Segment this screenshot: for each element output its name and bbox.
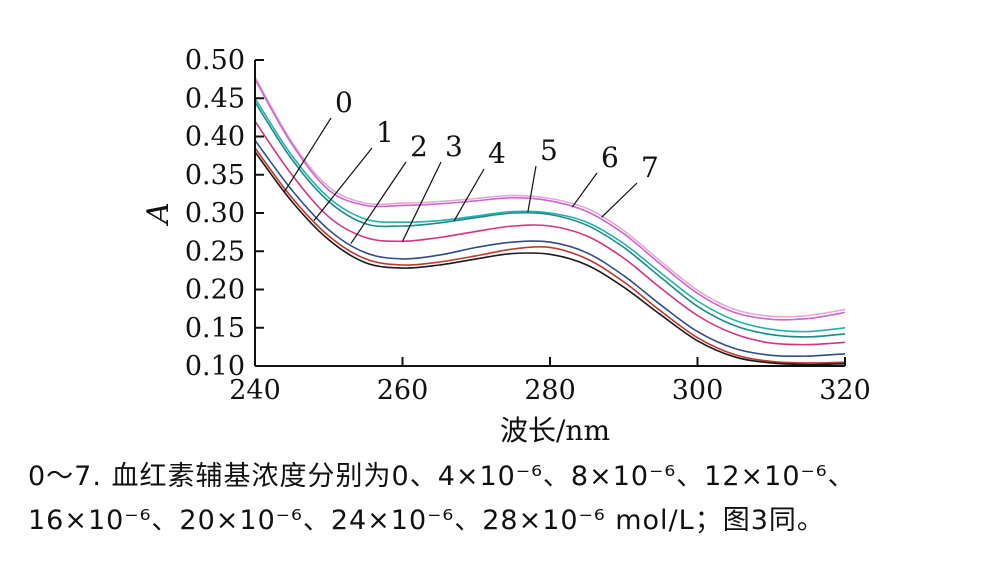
series-line-2 xyxy=(254,139,846,358)
y-tick-label: 0.45 xyxy=(185,83,245,114)
caption-line-2: 16×10⁻⁶、20×10⁻⁶、24×10⁻⁶、28×10⁻⁶ mol/L；图3… xyxy=(28,505,825,536)
y-tick-label: 0.40 xyxy=(185,122,245,153)
series-line-5 xyxy=(254,97,846,333)
series-line-7 xyxy=(254,76,846,318)
annotation-label-6: 6 xyxy=(601,141,619,174)
series-line-6 xyxy=(254,78,846,321)
annotation-leader-4 xyxy=(453,168,485,222)
y-tick-label: 0.35 xyxy=(185,160,245,191)
series-line-0 xyxy=(254,151,846,366)
annotation-label-1: 1 xyxy=(376,116,394,149)
x-tick-label: 240 xyxy=(229,375,281,406)
x-tick-label: 320 xyxy=(819,375,871,406)
annotation-label-5: 5 xyxy=(540,134,558,167)
annotation-leader-3 xyxy=(401,161,442,242)
y-tick-label: 0.20 xyxy=(185,275,245,306)
y-tick-label: 0.15 xyxy=(185,313,245,344)
x-tick-label: 260 xyxy=(377,375,429,406)
y-tick-label: 0.30 xyxy=(185,198,245,229)
series-line-3 xyxy=(254,120,846,346)
annotation-label-7: 7 xyxy=(641,151,659,184)
annotation-leader-6 xyxy=(571,172,598,208)
x-tick-label: 280 xyxy=(524,375,576,406)
series-annotations: 01 2 3 4 5 6 7 xyxy=(283,86,659,244)
annotation-label-0: 0 xyxy=(335,86,353,119)
figure-caption: 0～7. 血红素辅基浓度分别为0、4×10⁻⁶、8×10⁻⁶、12×10⁻⁶、 … xyxy=(28,455,988,543)
y-tick-label: 0.25 xyxy=(185,236,245,267)
plot-area xyxy=(254,76,846,366)
series-line-1 xyxy=(254,147,846,364)
annotation-leader-2 xyxy=(350,161,407,244)
annotation-leader-5 xyxy=(527,165,537,213)
y-tick-label: 0.50 xyxy=(185,45,245,76)
x-tick-label: 300 xyxy=(672,375,724,406)
annotation-label-4: 4 xyxy=(488,137,506,170)
x-axis-label: 波长/nm xyxy=(500,414,610,447)
annotation-leader-7 xyxy=(601,182,638,218)
annotation-label-3: 3 xyxy=(445,130,463,163)
y-axis-label: A xyxy=(141,202,176,227)
caption-line-1: 0～7. 血红素辅基浓度分别为0、4×10⁻⁶、8×10⁻⁶、12×10⁻⁶、 xyxy=(28,461,856,492)
series-line-4 xyxy=(254,101,846,338)
y-tick-label: 0.10 xyxy=(185,351,245,382)
annotation-leader-0 xyxy=(283,117,332,192)
annotation-leader-1 xyxy=(313,147,373,222)
annotation-label-2: 2 xyxy=(410,130,428,163)
